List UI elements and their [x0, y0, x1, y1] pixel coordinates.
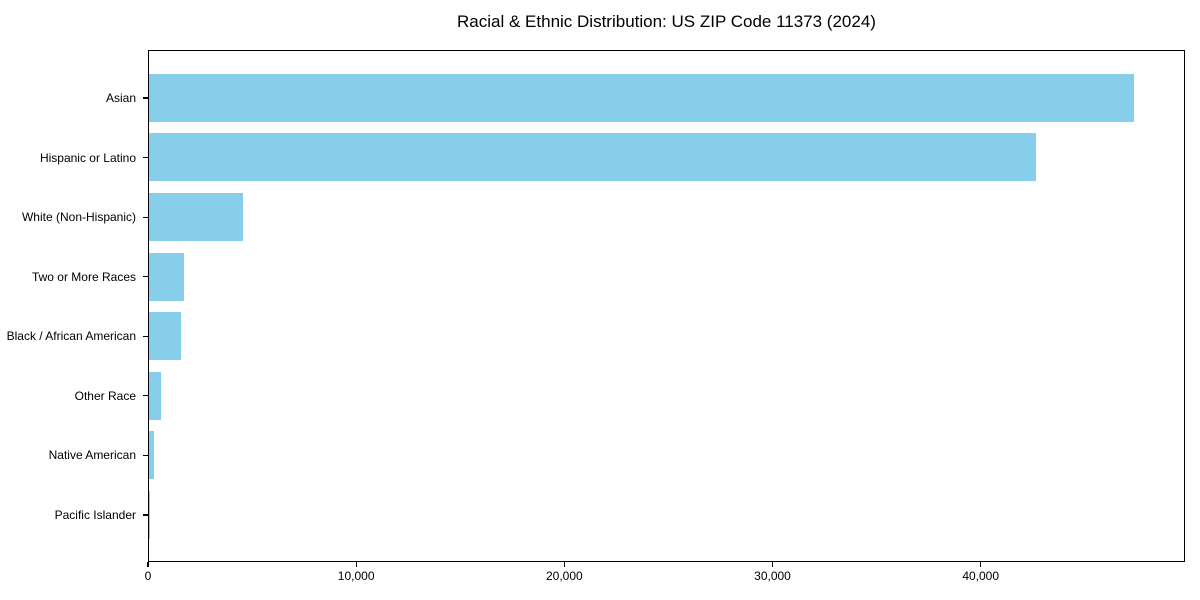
plot-area	[148, 50, 1185, 562]
y-tick	[143, 514, 148, 516]
y-tick	[143, 454, 148, 456]
y-tick-label: Hispanic or Latino	[39, 150, 136, 165]
x-tick	[147, 562, 149, 567]
bar-white-non-hispanic	[149, 192, 243, 241]
bar-other-race	[149, 371, 162, 420]
bar-native-american	[149, 431, 155, 480]
y-tick-label: Black / African American	[6, 329, 136, 344]
y-tick	[143, 276, 148, 278]
x-tick-label: 10,000	[337, 569, 375, 583]
y-tick	[143, 335, 148, 337]
y-tick-label: Asian	[105, 91, 136, 105]
x-tick-label: 30,000	[754, 569, 791, 583]
x-tick	[980, 562, 982, 567]
y-tick-label: Other Race	[74, 388, 136, 403]
y-tick	[143, 216, 148, 218]
bar-asian	[149, 73, 1134, 122]
x-tick-label: 40,000	[962, 569, 1000, 583]
x-tick	[771, 562, 774, 567]
x-tick-label: 0	[144, 569, 152, 583]
bar-pacific-islander	[149, 490, 150, 539]
bar-hispanic-or-latino	[149, 133, 1036, 182]
y-tick-label: Two or More Races	[31, 269, 136, 284]
bar-two-or-more-races	[149, 252, 184, 301]
y-tick-label: Pacific Islander	[54, 507, 136, 522]
y-tick-label: White (Non-Hispanic)	[21, 210, 136, 225]
y-tick	[143, 156, 148, 159]
bar-black-african-american	[149, 312, 181, 361]
y-tick-label: Native American	[48, 448, 136, 463]
x-tick-label: 20,000	[545, 569, 583, 583]
y-tick	[143, 395, 148, 397]
chart-title: Racial & Ethnic Distribution: US ZIP Cod…	[457, 12, 876, 31]
x-tick	[355, 562, 357, 567]
y-tick	[143, 97, 148, 99]
x-tick	[563, 562, 565, 567]
